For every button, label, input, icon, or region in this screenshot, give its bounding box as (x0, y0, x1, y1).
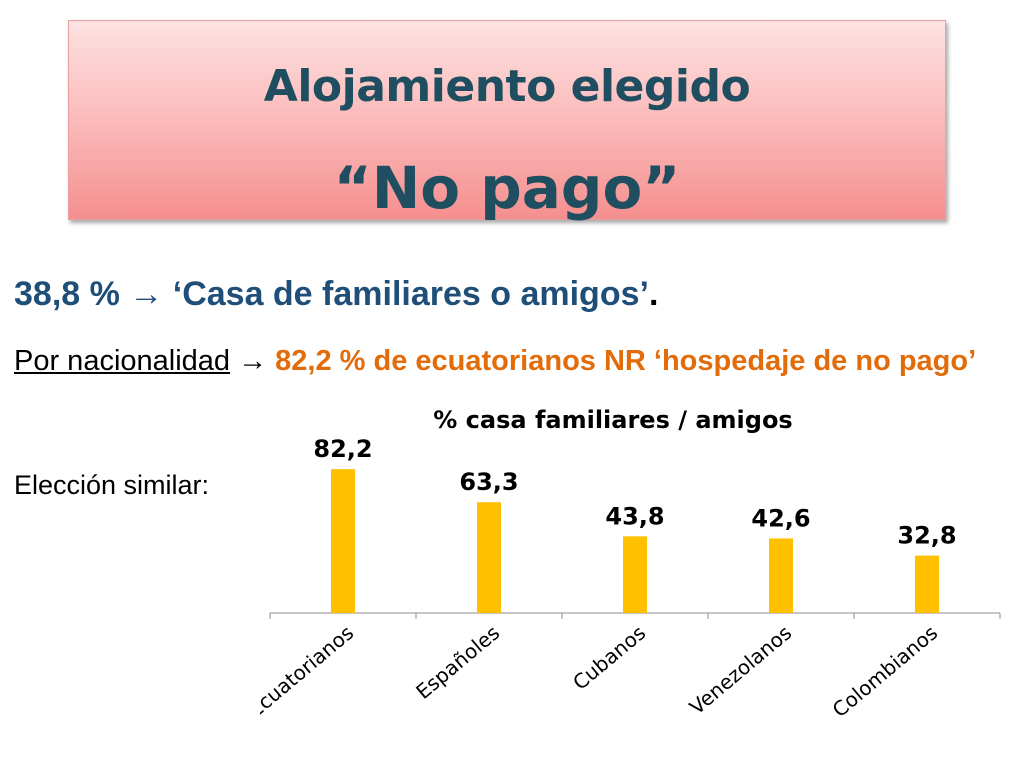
page-title: Alojamiento elegido (263, 61, 751, 112)
data-label: 32,8 (897, 522, 956, 550)
data-label: 43,8 (605, 502, 664, 530)
x-tick-label: Ecuatorianos (260, 620, 358, 722)
data-label: 82,2 (313, 435, 372, 463)
bar (477, 502, 501, 613)
nationality-line: Por nacionalidad → 82,2 % de ecuatoriano… (14, 345, 976, 378)
stat-line: 38,8 % → ‘Casa de familiares o amigos’. (14, 275, 658, 314)
similar-choice-label: Elección similar: (14, 470, 210, 500)
stat-text: 38,8 % → ‘Casa de familiares o amigos’ (14, 275, 649, 313)
x-tick-label: Cubanos (568, 620, 650, 694)
x-tick-label: Españoles (411, 620, 504, 703)
bar (331, 469, 355, 613)
chart-title: % casa familiares / amigos (433, 406, 792, 434)
page-subtitle: “No pago” (333, 154, 681, 222)
bar (915, 555, 939, 613)
x-tick-label: Colombianos (828, 620, 942, 722)
bar (623, 536, 647, 613)
bar-chart: % casa familiares / amigos 82,2 Ecuatorian… (260, 406, 1001, 722)
bar (769, 538, 793, 613)
arrow-icon: → (238, 345, 268, 377)
x-tick-label: Venezolanos (685, 620, 796, 719)
nationality-value: 82,2 % de ecuatorianos NR ‘hospedaje de … (275, 345, 977, 377)
data-label: 63,3 (459, 468, 518, 496)
data-label: 42,6 (751, 504, 810, 532)
title-box: Alojamiento elegido “No pago” (68, 20, 946, 220)
nationality-label: Por nacionalidad (14, 345, 231, 377)
stat-period: . (648, 275, 659, 313)
